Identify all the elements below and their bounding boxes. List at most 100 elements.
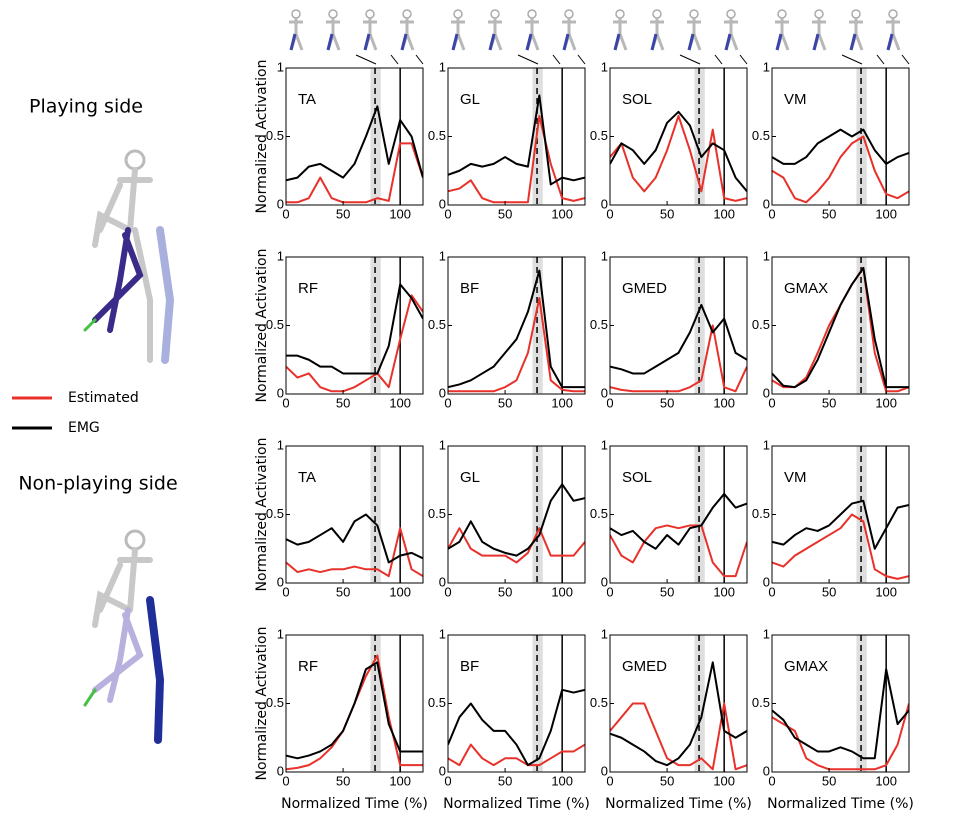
thumb-leg (402, 34, 406, 50)
plot-frame (286, 68, 423, 205)
x-tick-label: 100 (389, 584, 411, 599)
panel-title: BF (460, 658, 479, 675)
y-tick-label: 1 (439, 59, 446, 74)
y-tick-label: 0.5 (428, 128, 446, 143)
thumb-leg (328, 34, 332, 50)
x-tick-label: 50 (498, 773, 512, 788)
y-tick-label: 1 (439, 248, 446, 263)
panel-title: GMAX (784, 280, 828, 297)
panel-title: TA (298, 91, 316, 108)
thumb-connector (842, 55, 909, 64)
plot-frame (448, 68, 585, 205)
x-tick-label: 100 (875, 206, 897, 221)
thumb-head (616, 10, 624, 18)
legend-label: Estimated (68, 390, 139, 406)
y-tick-label: 0.5 (590, 506, 608, 521)
x-tick-label: 0 (768, 773, 775, 788)
x-tick-label: 50 (822, 206, 836, 221)
thumb-head (292, 10, 300, 18)
x-tick-label: 0 (606, 584, 613, 599)
y-tick-label: 0.5 (590, 128, 608, 143)
thumb-connector (680, 55, 747, 64)
y-tick-label: 1 (277, 248, 284, 263)
pose-thumbnail (400, 10, 414, 50)
x-tick-label: 100 (551, 584, 573, 599)
series-line (772, 501, 909, 549)
series-line (448, 95, 585, 184)
y-tick-label: 0.5 (752, 695, 770, 710)
x-tick-label: 50 (336, 773, 350, 788)
thumb-leg (777, 34, 781, 50)
thumb-leg (291, 34, 295, 50)
x-tick-label: 50 (660, 206, 674, 221)
x-tick-label: 50 (822, 584, 836, 599)
thumb-connector (518, 55, 585, 64)
y-tick-label: 1 (763, 59, 770, 74)
x-tick-label: 50 (660, 395, 674, 410)
x-tick-label: 0 (282, 773, 289, 788)
x-tick-label: 100 (389, 395, 411, 410)
panel-title: RF (298, 658, 318, 675)
plot-frame (286, 446, 423, 583)
pose-thumbnail (363, 10, 377, 50)
skeleton-playing (85, 151, 170, 360)
plot-frame (448, 257, 585, 394)
series-line (286, 662, 423, 758)
side-label: Playing side (29, 96, 143, 118)
pose-thumbnail (724, 10, 738, 50)
pose-thumbnail (687, 10, 701, 50)
x-tick-label: 0 (282, 584, 289, 599)
x-tick-label: 100 (551, 206, 573, 221)
x-tick-label: 0 (282, 206, 289, 221)
x-tick-label: 0 (768, 584, 775, 599)
x-tick-label: 0 (444, 206, 451, 221)
y-tick-label: 0.5 (752, 128, 770, 143)
x-tick-label: 50 (498, 395, 512, 410)
y-tick-label: 0.5 (428, 506, 446, 521)
x-tick-label: 0 (768, 395, 775, 410)
x-tick-label: 0 (444, 584, 451, 599)
y-tick-label: 1 (601, 248, 608, 263)
x-tick-label: 100 (713, 773, 735, 788)
y-tick-label: 1 (601, 59, 608, 74)
panel-title: TA (298, 469, 316, 486)
x-tick-label: 50 (498, 584, 512, 599)
y-tick-label: 0.5 (428, 695, 446, 710)
thumb-head (690, 10, 698, 18)
series-line (610, 326, 747, 392)
x-axis-label: Normalized Time (%) (605, 796, 752, 812)
y-tick-label: 1 (601, 437, 608, 452)
thumb-head (778, 10, 786, 18)
thumb-leg (652, 34, 656, 50)
x-tick-label: 50 (498, 206, 512, 221)
panel-title: GMED (622, 280, 667, 297)
x-tick-label: 100 (551, 395, 573, 410)
legend-label: EMG (68, 420, 100, 436)
thumb-head (815, 10, 823, 18)
pose-thumbnail (613, 10, 627, 50)
x-tick-label: 50 (822, 395, 836, 410)
x-axis-label: Normalized Time (%) (443, 796, 590, 812)
series-line (286, 528, 423, 576)
x-tick-label: 100 (713, 395, 735, 410)
series-line (448, 116, 585, 202)
thumb-head (403, 10, 411, 18)
x-axis-label: Normalized Time (%) (281, 796, 428, 812)
thumb-leg (851, 34, 855, 50)
thumb-head (565, 10, 573, 18)
skeleton-non-playing (85, 531, 160, 740)
legend: Estimated EMG (12, 390, 139, 436)
x-tick-label: 100 (875, 773, 897, 788)
x-tick-label: 100 (389, 206, 411, 221)
pose-thumbnail (886, 10, 900, 50)
pose-thumbnail (525, 10, 539, 50)
series-line (448, 690, 585, 765)
y-tick-label: 0.5 (752, 317, 770, 332)
x-tick-label: 100 (713, 584, 735, 599)
series-line (448, 298, 585, 391)
x-tick-label: 100 (389, 773, 411, 788)
thumb-head (491, 10, 499, 18)
y-axis-label: Normalized Activation (254, 60, 270, 214)
y-tick-label: 0.5 (752, 506, 770, 521)
series-line (610, 305, 747, 374)
